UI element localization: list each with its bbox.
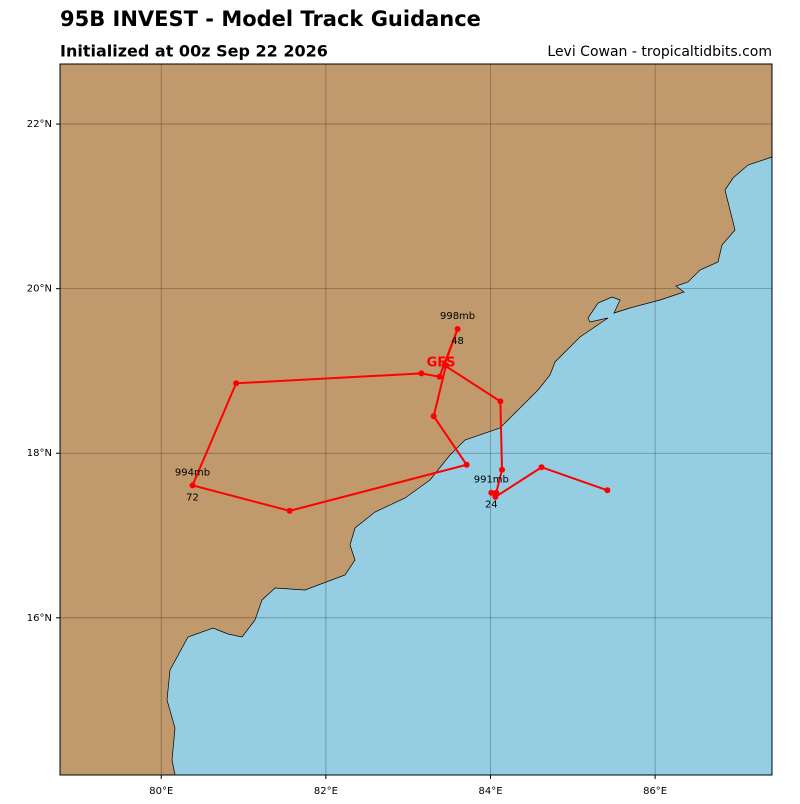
track-point [497,398,504,405]
credit: Levi Cowan - tropicaltidbits.com [547,44,772,60]
pressure-label: 998mb [440,311,475,322]
sea [166,156,773,776]
x-tick-label: 84°E [478,786,502,797]
pressure-label: 991mb [474,475,509,486]
track-point [443,362,450,369]
y-tick-label: 20°N [27,284,52,295]
track-point [189,482,196,489]
hour-label: 72 [186,492,199,503]
track-point [538,464,545,471]
model-label: GFS [427,356,456,371]
track-point [499,466,506,473]
map-layer: GFS 991mb 24 998mb 48 994mb 72 [60,64,772,775]
y-tick-label: 16°N [27,613,52,624]
y-tick-label: 18°N [27,448,52,459]
track-point [488,489,495,496]
track-point [430,413,437,420]
track-point [233,380,240,387]
hour-label: 24 [485,500,498,511]
track-point [286,507,293,514]
track-point [493,489,500,496]
title: 95B INVEST - Model Track Guidance [60,7,481,31]
hour-label: 48 [451,336,464,347]
track-point [454,325,461,332]
track-point [418,370,425,377]
y-tick-label: 22°N [27,119,52,130]
x-tick-label: 82°E [314,786,338,797]
track-point [604,487,611,494]
map-frame [59,63,773,776]
pressure-label: 994mb [175,467,210,478]
x-tick-label: 80°E [149,786,173,797]
x-tick-label: 86°E [643,786,667,797]
track-point [436,373,443,380]
subtitle: Initialized at 00z Sep 22 2026 [60,42,328,61]
track-point [463,461,470,468]
